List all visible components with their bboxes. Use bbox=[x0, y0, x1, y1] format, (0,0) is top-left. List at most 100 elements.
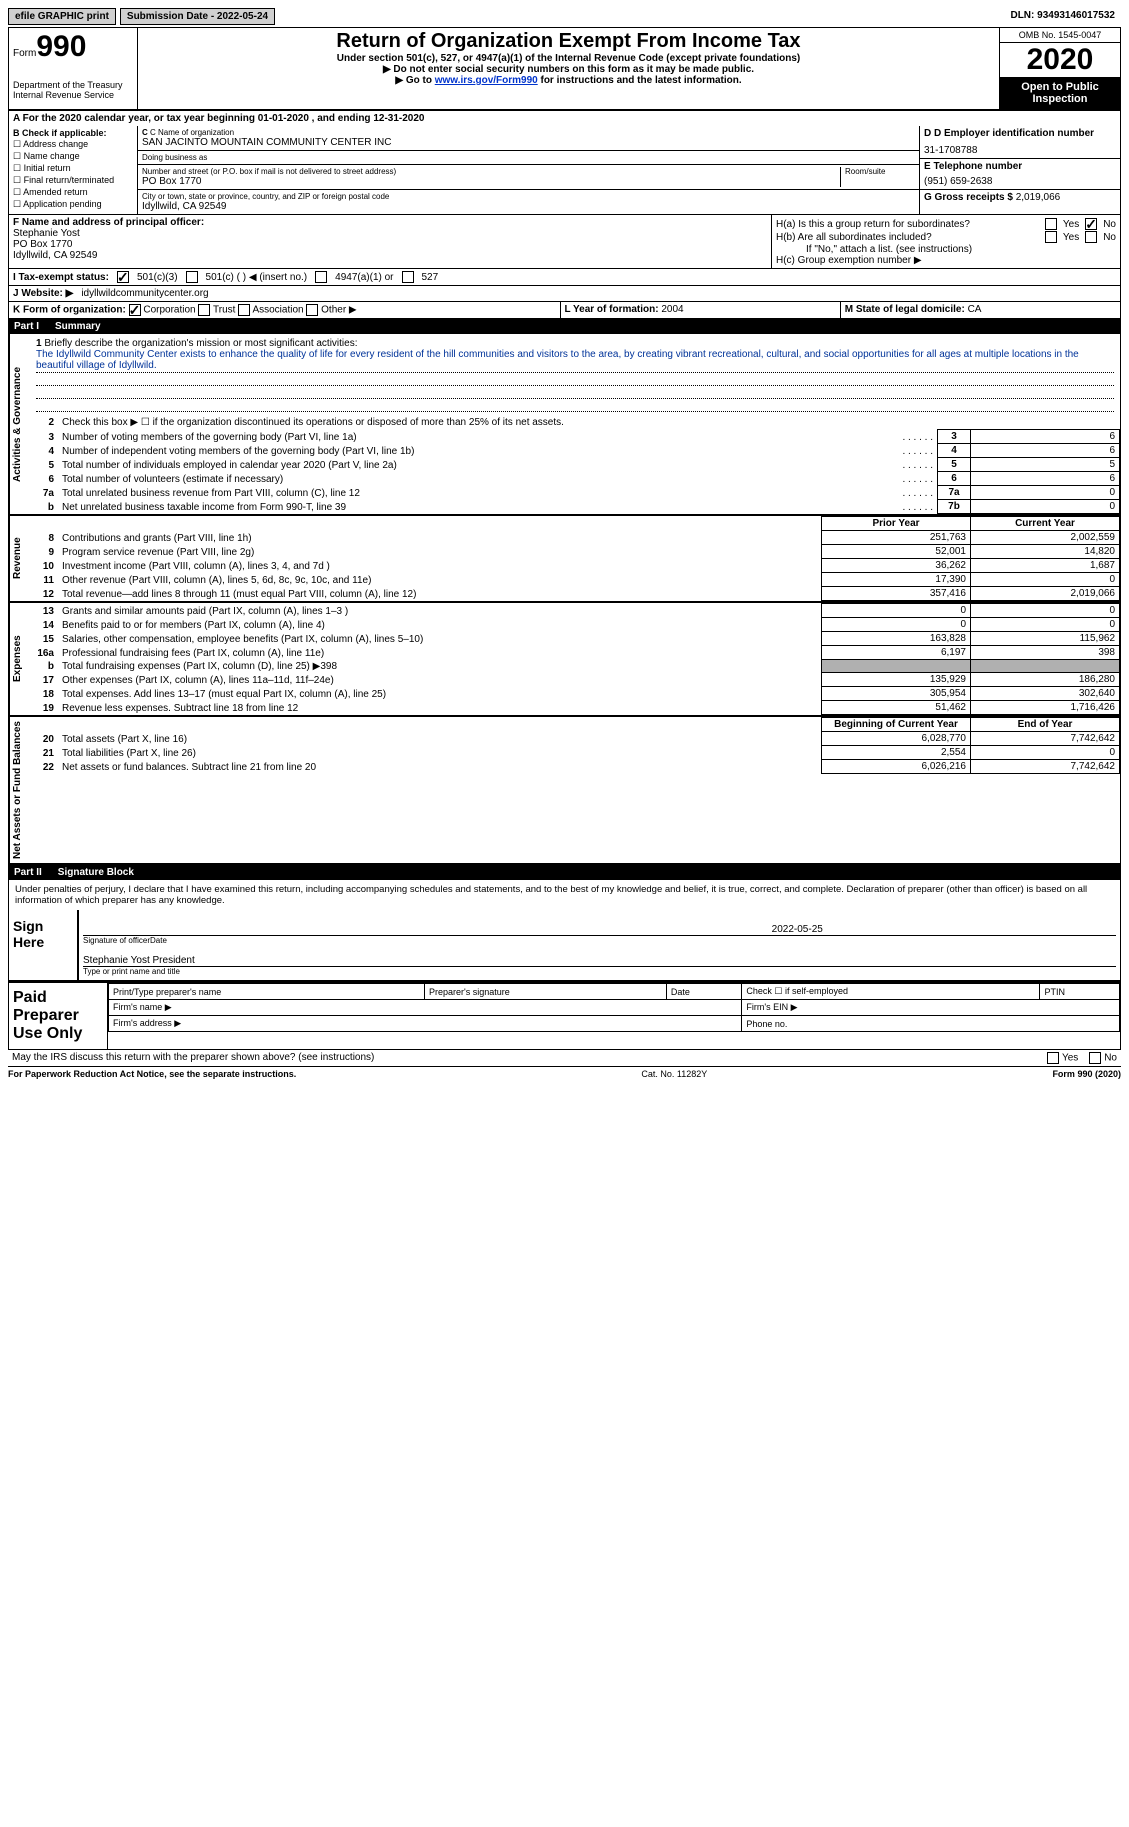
form-word: Form bbox=[13, 48, 36, 59]
part1-header: Part I Summary bbox=[8, 319, 1121, 334]
org-name: SAN JACINTO MOUNTAIN COMMUNITY CENTER IN… bbox=[142, 137, 915, 148]
table-row: 11Other revenue (Part VIII, column (A), … bbox=[30, 573, 1120, 587]
table-row: 3Number of voting members of the governi… bbox=[30, 430, 1120, 444]
top-bar: efile GRAPHIC print Submission Date - 20… bbox=[8, 8, 1121, 25]
org-trust[interactable] bbox=[198, 304, 210, 316]
prep-ptin-hdr: PTIN bbox=[1040, 984, 1120, 1000]
prep-check-hdr: Check ☐ if self-employed bbox=[742, 984, 1040, 1000]
form-number: 990 bbox=[36, 30, 86, 63]
section-c: C C Name of organization SAN JACINTO MOU… bbox=[138, 126, 919, 214]
hb-yes[interactable] bbox=[1045, 231, 1057, 243]
org-other[interactable] bbox=[306, 304, 318, 316]
discuss-row: May the IRS discuss this return with the… bbox=[8, 1050, 1121, 1067]
dln: DLN: 93493146017532 bbox=[1004, 8, 1121, 25]
hb-no[interactable] bbox=[1085, 231, 1097, 243]
firm-addr-cell: Firm's address ▶ bbox=[109, 1016, 742, 1032]
table-row: bTotal fundraising expenses (Part IX, co… bbox=[30, 660, 1120, 673]
omb-number: OMB No. 1545-0047 bbox=[1000, 28, 1120, 43]
chk-amended-return[interactable]: ☐ Amended return bbox=[13, 187, 133, 198]
phone: (951) 659-2638 bbox=[924, 172, 1116, 187]
page-footer: For Paperwork Reduction Act Notice, see … bbox=[8, 1067, 1121, 1079]
table-row: 4Number of independent voting members of… bbox=[30, 444, 1120, 458]
form990-link[interactable]: www.irs.gov/Form990 bbox=[435, 75, 538, 86]
summary-netassets: Net Assets or Fund Balances Beginning of… bbox=[8, 717, 1121, 865]
state-domicile: CA bbox=[968, 304, 982, 315]
inspection-badge: Open to Public Inspection bbox=[1000, 77, 1120, 109]
summary-expenses: Expenses 13Grants and similar amounts pa… bbox=[8, 603, 1121, 717]
tax-4947[interactable] bbox=[315, 271, 327, 283]
form-inst2: ▶ Go to www.irs.gov/Form990 for instruct… bbox=[144, 75, 993, 86]
table-row: 21Total liabilities (Part X, line 26)2,5… bbox=[30, 746, 1120, 760]
discuss-no[interactable] bbox=[1089, 1052, 1101, 1064]
table-row: 20Total assets (Part X, line 16)6,028,77… bbox=[30, 732, 1120, 746]
prep-sig-hdr: Preparer's signature bbox=[425, 984, 667, 1000]
section-f: F Name and address of principal officer:… bbox=[9, 215, 772, 268]
chk-name-change[interactable]: ☐ Name change bbox=[13, 151, 133, 162]
officer-name-title: Stephanie Yost President bbox=[83, 955, 1116, 966]
org-address: PO Box 1770 bbox=[142, 176, 840, 187]
org-corp[interactable] bbox=[129, 304, 141, 316]
tax-501c3[interactable] bbox=[117, 271, 129, 283]
org-city: Idyllwild, CA 92549 bbox=[142, 201, 915, 212]
ein: 31-1708788 bbox=[924, 139, 1116, 156]
signature-block: Under penalties of perjury, I declare th… bbox=[8, 880, 1121, 981]
gross-receipts: 2,019,066 bbox=[1016, 192, 1061, 203]
vlabel-netassets: Net Assets or Fund Balances bbox=[9, 717, 30, 863]
table-row: 22Net assets or fund balances. Subtract … bbox=[30, 760, 1120, 774]
form-subtitle: Under section 501(c), 527, or 4947(a)(1)… bbox=[144, 53, 993, 64]
year-formation: 2004 bbox=[661, 304, 683, 315]
table-row: 14Benefits paid to or for members (Part … bbox=[30, 618, 1120, 632]
form-title: Return of Organization Exempt From Incom… bbox=[144, 30, 993, 53]
tax-527[interactable] bbox=[402, 271, 414, 283]
table-row: 16aProfessional fundraising fees (Part I… bbox=[30, 646, 1120, 660]
tax-501c[interactable] bbox=[186, 271, 198, 283]
firm-name-cell: Firm's name ▶ bbox=[109, 1000, 742, 1016]
firm-ein-cell: Firm's EIN ▶ bbox=[742, 1000, 1120, 1016]
chk-final-return[interactable]: ☐ Final return/terminated bbox=[13, 175, 133, 186]
table-row: 10Investment income (Part VIII, column (… bbox=[30, 559, 1120, 573]
table-row: 12Total revenue—add lines 8 through 11 (… bbox=[30, 587, 1120, 601]
website: idyllwildcommunitycenter.org bbox=[81, 288, 208, 299]
table-row: 9Program service revenue (Part VIII, lin… bbox=[30, 545, 1120, 559]
firm-phone-cell: Phone no. bbox=[742, 1016, 1120, 1032]
table-row: bNet unrelated business taxable income f… bbox=[30, 500, 1120, 514]
chk-address-change[interactable]: ☐ Address change bbox=[13, 139, 133, 150]
section-h: H(a) Is this a group return for subordin… bbox=[772, 215, 1120, 268]
table-row: 6Total number of volunteers (estimate if… bbox=[30, 472, 1120, 486]
ha-no[interactable] bbox=[1085, 218, 1097, 230]
tax-year: 2020 bbox=[1000, 43, 1120, 77]
form-header: Form990 Department of the Treasury Inter… bbox=[8, 27, 1121, 111]
sig-date-val: 2022-05-25 bbox=[772, 924, 1116, 935]
submission-date: Submission Date - 2022-05-24 bbox=[120, 8, 275, 25]
block-f-h: F Name and address of principal officer:… bbox=[8, 215, 1121, 269]
block-b-c-d: B Check if applicable: ☐ Address change … bbox=[8, 126, 1121, 215]
summary-revenue: Revenue Prior YearCurrent Year8Contribut… bbox=[8, 516, 1121, 603]
table-row: 5Total number of individuals employed in… bbox=[30, 458, 1120, 472]
efile-btn[interactable]: efile GRAPHIC print bbox=[8, 8, 116, 25]
row-a-period: A For the 2020 calendar year, or tax yea… bbox=[8, 111, 1121, 126]
chk-application-pending[interactable]: ☐ Application pending bbox=[13, 199, 133, 210]
table-row: 19Revenue less expenses. Subtract line 1… bbox=[30, 701, 1120, 715]
mission-text: The Idyllwild Community Center exists to… bbox=[36, 349, 1114, 373]
chk-initial-return[interactable]: ☐ Initial return bbox=[13, 163, 133, 174]
discuss-yes[interactable] bbox=[1047, 1052, 1059, 1064]
prep-date-hdr: Date bbox=[666, 984, 741, 1000]
dept-label: Department of the Treasury Internal Reve… bbox=[13, 80, 133, 100]
table-row: 15Salaries, other compensation, employee… bbox=[30, 632, 1120, 646]
vlabel-governance: Activities & Governance bbox=[9, 334, 30, 514]
declaration-text: Under penalties of perjury, I declare th… bbox=[9, 880, 1120, 910]
part2-header: Part II Signature Block bbox=[8, 865, 1121, 880]
officer-name: Stephanie Yost bbox=[13, 228, 80, 239]
org-assoc[interactable] bbox=[238, 304, 250, 316]
summary-governance: Activities & Governance 1 Briefly descri… bbox=[8, 334, 1121, 516]
prep-name-hdr: Print/Type preparer's name bbox=[109, 984, 425, 1000]
table-row: 18Total expenses. Add lines 13–17 (must … bbox=[30, 687, 1120, 701]
sign-here-label: Sign Here bbox=[9, 910, 77, 980]
section-b: B Check if applicable: ☐ Address change … bbox=[9, 126, 138, 214]
row-i: I Tax-exempt status: 501(c)(3) 501(c) ( … bbox=[8, 269, 1121, 286]
table-row: 13Grants and similar amounts paid (Part … bbox=[30, 604, 1120, 618]
table-row: 7aTotal unrelated business revenue from … bbox=[30, 486, 1120, 500]
ha-yes[interactable] bbox=[1045, 218, 1057, 230]
form-inst1: ▶ Do not enter social security numbers o… bbox=[144, 64, 993, 75]
table-row: 17Other expenses (Part IX, column (A), l… bbox=[30, 673, 1120, 687]
